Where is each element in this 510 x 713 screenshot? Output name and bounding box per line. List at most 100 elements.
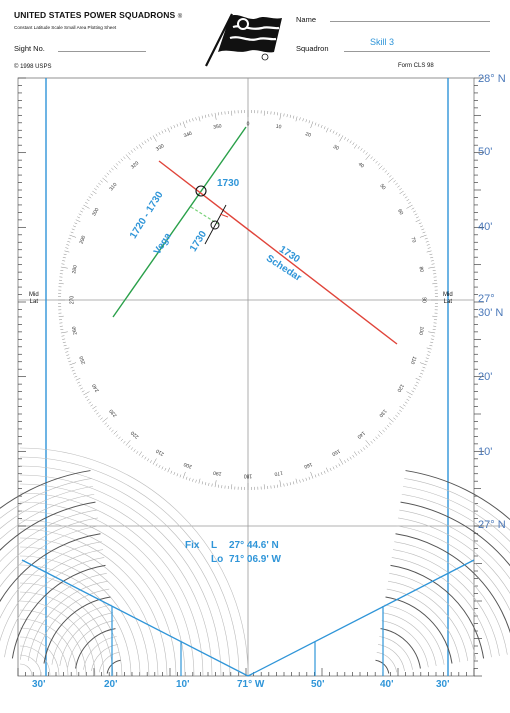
- compass-tick: [349, 140, 352, 144]
- compass-tick: [310, 121, 314, 129]
- compass-tick: [65, 247, 69, 249]
- compass-tick: [419, 362, 427, 366]
- compass-tick: [73, 372, 76, 375]
- compass-tick: [69, 234, 77, 238]
- lon-arc: [402, 486, 510, 543]
- lon-arc: [401, 493, 510, 554]
- compass-tick: [422, 231, 426, 234]
- compass-tick: [415, 377, 421, 381]
- compass-label: 280: [71, 265, 78, 274]
- lon-arc-left: [19, 447, 249, 677]
- compass-tick: [75, 219, 81, 223]
- compass-tick: [289, 482, 291, 486]
- compass-tick: [179, 122, 182, 126]
- compass-tick: [90, 193, 94, 196]
- compass-tick: [62, 260, 66, 262]
- compass-tick: [185, 120, 188, 124]
- compass-label: 150: [331, 447, 341, 456]
- compass-tick: [323, 126, 326, 130]
- compass-tick: [108, 427, 112, 430]
- compass-tick: [372, 158, 376, 162]
- compass-tick: [329, 467, 332, 471]
- lon-arc: [396, 525, 510, 612]
- compass-tick: [370, 156, 373, 160]
- compass-tick: [141, 454, 144, 458]
- compass-tick: [411, 207, 415, 210]
- lon-label-30-right: 30': [436, 679, 450, 690]
- compass-tick: [173, 125, 176, 128]
- lon-arc: [389, 572, 477, 660]
- compass-tick: [352, 454, 355, 458]
- compass-tick: [94, 409, 97, 412]
- compass-tick: [111, 429, 114, 433]
- compass-tick: [96, 412, 99, 415]
- compass-tick: [279, 112, 282, 120]
- compass-tick: [61, 263, 65, 265]
- compass-tick: [427, 247, 431, 249]
- compass-tick: [325, 467, 329, 473]
- compass-tick: [408, 201, 411, 204]
- dr-circle: [210, 220, 220, 230]
- mid-lat-left: Mid Lat: [29, 292, 39, 305]
- compass-tick: [102, 177, 108, 183]
- lon-arc: [399, 509, 510, 580]
- lon-arc: [19, 572, 107, 660]
- compass-tick: [362, 447, 366, 450]
- compass-tick: [81, 390, 85, 393]
- compass-tick: [80, 210, 84, 213]
- compass-tick: [386, 172, 390, 176]
- compass-tick: [384, 170, 388, 173]
- compass-label: 300: [91, 207, 100, 217]
- compass-tick: [308, 476, 311, 480]
- lon-arc: [379, 636, 413, 670]
- compass-tick: [141, 142, 144, 146]
- compass-tick: [382, 429, 385, 433]
- compass-tick: [365, 445, 368, 448]
- lon-arc: [390, 564, 485, 659]
- compass-tick: [406, 204, 413, 209]
- compass-tick: [295, 478, 298, 484]
- compass-tick: [70, 366, 74, 369]
- compass-tick: [86, 398, 90, 401]
- compass-tick: [317, 123, 320, 127]
- compass-tick: [92, 405, 97, 410]
- compass-tick: [62, 338, 66, 340]
- compass-tick: [201, 115, 204, 119]
- compass-label: 260: [71, 326, 78, 335]
- lon-arc: [0, 478, 92, 519]
- compass-tick: [338, 463, 341, 467]
- lon-arc: [0, 501, 96, 551]
- compass-tick: [365, 152, 368, 155]
- compass-tick: [113, 165, 118, 170]
- lon-arc-left: [19, 573, 123, 677]
- compass-tick: [430, 260, 434, 262]
- lon-arc: [67, 620, 115, 668]
- compass-tick: [332, 130, 335, 134]
- compass-label: 240: [91, 383, 100, 393]
- compass-tick: [286, 114, 288, 118]
- compass-tick: [66, 354, 70, 356]
- lon-arc: [106, 659, 121, 674]
- compass-tick: [320, 472, 323, 475]
- lat-label-50: 50': [478, 146, 493, 158]
- compass-tick: [198, 116, 201, 122]
- compass-tick: [430, 257, 434, 259]
- lon-arc: [376, 651, 398, 673]
- compass-tick: [346, 138, 349, 142]
- lon-arc: [0, 517, 99, 575]
- compass-tick: [317, 473, 320, 477]
- compass-tick: [74, 222, 78, 225]
- compass-label: 120: [395, 383, 404, 393]
- compass-tick: [377, 434, 381, 437]
- compass-label: 30: [332, 144, 340, 152]
- compass-tick: [399, 405, 404, 410]
- compass-tick: [100, 417, 103, 420]
- lon-arc: [0, 509, 97, 563]
- lon-label-30-left: 30': [32, 679, 46, 690]
- form-label: Form CLS 98: [398, 63, 434, 69]
- compass-tick: [395, 414, 398, 418]
- compass-label: 20: [304, 131, 311, 139]
- compass-tick: [68, 237, 72, 240]
- compass-tick: [152, 135, 157, 142]
- compass-tick: [136, 146, 139, 149]
